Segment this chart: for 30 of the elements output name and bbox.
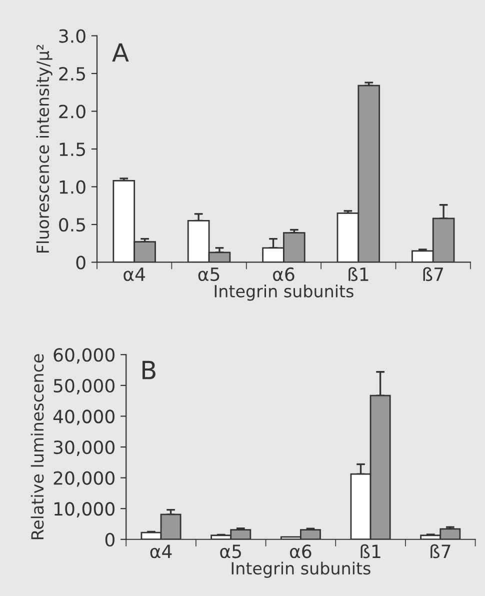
x-tick-label: α5 (220, 544, 241, 558)
y-tick-label: 40,000 (53, 410, 114, 426)
y-tick-label: 0 (105, 532, 114, 546)
y-tick-label: 20,000 (54, 471, 114, 487)
x-tick-label: α4 (150, 544, 172, 558)
y-tick-label: 10,000 (54, 502, 114, 518)
x-tick-label: ß1 (348, 267, 368, 282)
y-axis-title: Fluorescence intensity/μ² (36, 44, 52, 252)
y-tick-label: 50,000 (54, 378, 114, 394)
x-tick-label: ß7 (430, 544, 450, 558)
x-tick-label: α4 (124, 268, 146, 282)
y-tick-label: 1.5 (60, 142, 86, 156)
y-tick-label: 1.0 (60, 180, 86, 194)
x-tick-label: ß7 (423, 267, 443, 282)
x-axis-title: Integrin subunits (214, 284, 354, 301)
y-tick-label: 0 (76, 256, 86, 270)
y-axis-title: Relative luminescence (30, 354, 44, 540)
y-tick-label: 3.0 (59, 29, 86, 43)
x-tick-label: ß1 (360, 544, 380, 558)
y-tick-label: 60,000 (54, 348, 114, 364)
x-tick-label: α6 (273, 267, 294, 282)
x-tick-label: α6 (290, 544, 312, 558)
x-tick-label: α5 (198, 268, 220, 282)
chart-title: A (112, 43, 129, 62)
chart-title: B (142, 360, 156, 380)
y-tick-label: 2.0 (59, 104, 86, 118)
y-tick-label: 0.5 (59, 218, 86, 232)
x-axis-title: Integrin subunits (232, 562, 370, 578)
y-tick-label: 2.5 (59, 66, 86, 81)
y-tick-label: 30,000 (54, 440, 114, 456)
